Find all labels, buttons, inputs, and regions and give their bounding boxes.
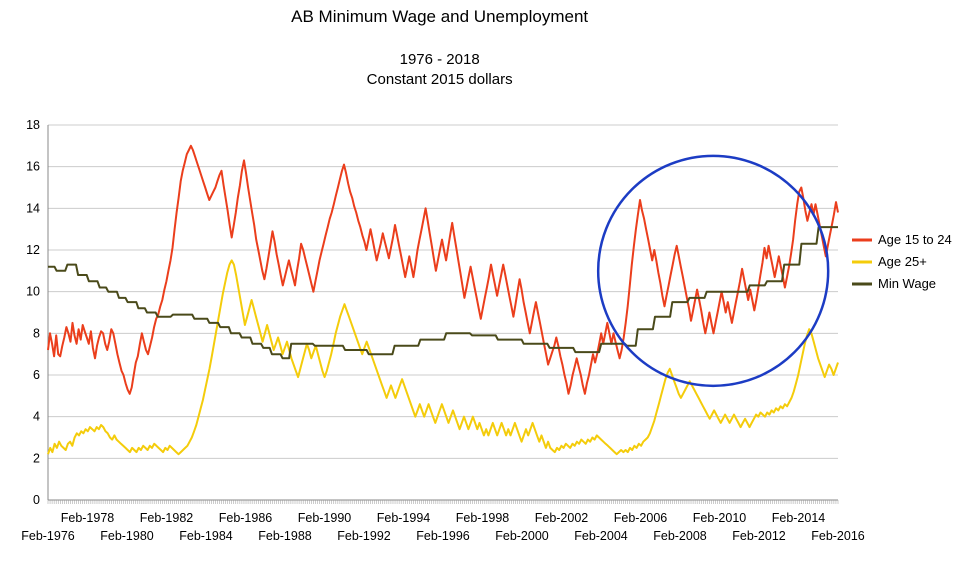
x-tick-label: Feb-1998 — [456, 511, 510, 525]
x-tick-label: Feb-1996 — [416, 529, 470, 543]
chart-title: AB Minimum Wage and Unemployment — [291, 7, 588, 26]
y-tick-label: 10 — [26, 285, 40, 299]
x-tick-label: Feb-1990 — [298, 511, 352, 525]
x-tick-label: Feb-1976 — [21, 529, 75, 543]
x-tick-label: Feb-1978 — [61, 511, 115, 525]
y-tick-label: 18 — [26, 118, 40, 132]
legend-label: Min Wage — [878, 276, 936, 291]
x-tick-label: Feb-2010 — [693, 511, 747, 525]
legend-label: Age 25+ — [878, 254, 927, 269]
y-tick-label: 2 — [33, 451, 40, 465]
x-tick-label: Feb-1986 — [219, 511, 273, 525]
chart-container: AB Minimum Wage and Unemployment 1976 - 2… — [0, 0, 977, 579]
x-tick-label: Feb-1984 — [179, 529, 233, 543]
x-tick-label: Feb-1994 — [377, 511, 431, 525]
x-tick-label: Feb-2004 — [574, 529, 628, 543]
y-tick-label: 8 — [33, 326, 40, 340]
x-tick-label: Feb-1992 — [337, 529, 391, 543]
y-tick-label: 14 — [26, 201, 40, 215]
x-tick-label: Feb-2002 — [535, 511, 589, 525]
y-tick-label: 0 — [33, 493, 40, 507]
chart-subtitle-2: Constant 2015 dollars — [367, 71, 513, 88]
x-tick-label: Feb-1988 — [258, 529, 312, 543]
x-tick-label: Feb-2006 — [614, 511, 668, 525]
x-tick-label: Feb-2012 — [732, 529, 786, 543]
x-tick-label: Feb-2000 — [495, 529, 549, 543]
x-tick-label: Feb-2016 — [811, 529, 865, 543]
line-chart: AB Minimum Wage and Unemployment 1976 - 2… — [0, 0, 977, 579]
y-tick-label: 16 — [26, 160, 40, 174]
y-tick-label: 6 — [33, 368, 40, 382]
x-tick-label: Feb-2014 — [772, 511, 826, 525]
x-tick-label: Feb-1980 — [100, 529, 154, 543]
chart-subtitle-1: 1976 - 2018 — [400, 51, 480, 68]
y-tick-label: 12 — [26, 243, 40, 257]
y-tick-label: 4 — [33, 410, 40, 424]
x-tick-label: Feb-1982 — [140, 511, 194, 525]
x-tick-label: Feb-2008 — [653, 529, 707, 543]
legend-label: Age 15 to 24 — [878, 232, 952, 247]
